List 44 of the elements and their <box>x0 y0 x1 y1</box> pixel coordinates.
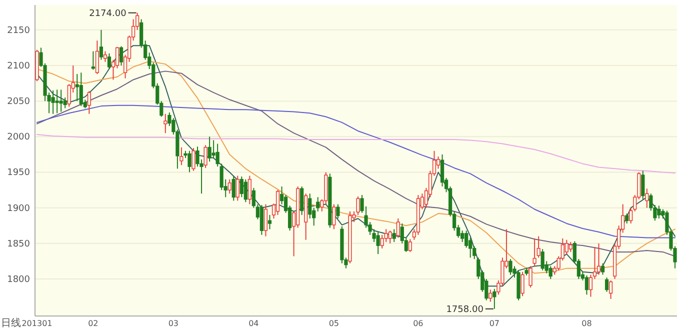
y-tick-label: 1900 <box>7 204 30 214</box>
candlestick <box>588 274 593 298</box>
candlestick <box>264 204 268 237</box>
candlestick <box>492 288 496 310</box>
candlestick <box>340 226 344 264</box>
candlestick <box>468 237 472 258</box>
candlestick <box>645 188 649 208</box>
x-tick-label: 06 <box>413 319 424 328</box>
candlestick <box>55 89 59 114</box>
x-tick-label: 201301 <box>22 319 52 328</box>
candlestick <box>520 271 524 297</box>
y-tick-label: 2000 <box>7 132 30 143</box>
y-tick-label: 2050 <box>7 97 30 108</box>
candlestick <box>316 196 320 212</box>
y-tick-label: 1950 <box>7 168 30 178</box>
line-series <box>36 134 676 174</box>
candlestick <box>244 178 248 203</box>
candlestick <box>216 143 220 168</box>
y-tick-label: 1850 <box>7 239 30 250</box>
x-tick-label: 07 <box>489 319 500 328</box>
candlestick <box>328 173 332 228</box>
y-tick-label: 2100 <box>7 61 30 72</box>
candlestick <box>488 289 492 302</box>
candlestick <box>308 193 312 219</box>
candlestick <box>324 172 328 205</box>
annotation: 1758.00 <box>446 304 484 315</box>
line-series <box>36 104 676 238</box>
annotation: 2174.00 <box>89 8 127 19</box>
y-tick-label: 2150 <box>7 26 30 36</box>
x-tick-label: 04 <box>248 319 259 328</box>
candlestick <box>59 89 63 112</box>
text: 日线 <box>1 317 21 328</box>
x-tick-label: 02 <box>88 319 98 328</box>
candlestick <box>532 238 536 267</box>
candlestick <box>99 29 104 60</box>
x-tick-label: 08 <box>582 319 592 328</box>
candlestick <box>91 50 95 70</box>
candlestick <box>164 113 168 134</box>
x-tick-label: 03 <box>168 319 179 328</box>
candlestick <box>568 241 572 252</box>
candlestick <box>196 146 200 168</box>
x-tick-label: 05 <box>328 319 340 328</box>
candlestick <box>51 90 55 114</box>
y-tick-label: 1800 <box>7 274 30 285</box>
